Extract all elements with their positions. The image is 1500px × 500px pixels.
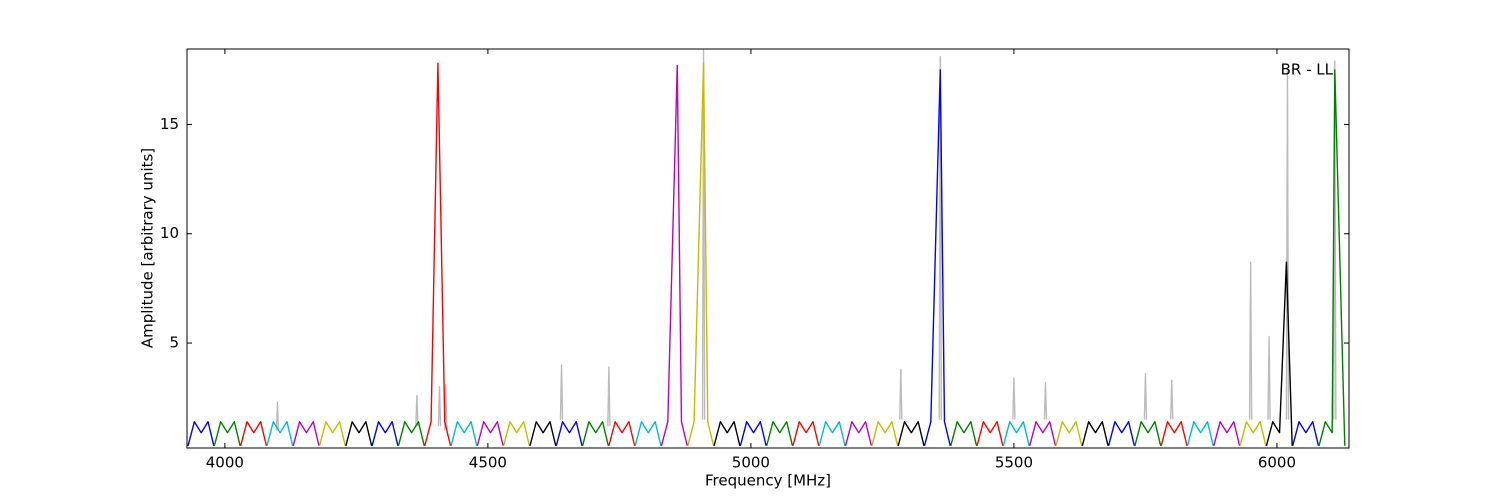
annotation: BR - LL [1281, 61, 1334, 79]
series-line [345, 261, 1293, 446]
series-line [239, 62, 1188, 446]
x-tick-label: 4000 [206, 454, 244, 472]
series-line [187, 69, 1320, 446]
series-line [266, 421, 1214, 446]
axes-frame [186, 48, 1350, 449]
lines [187, 49, 1346, 446]
x-tick-label: 6000 [1258, 454, 1296, 472]
x-axis-label: Frequency [MHz] [705, 472, 831, 490]
x-tick-label: 5000 [732, 454, 770, 472]
y-tick-label: 15 [160, 115, 179, 133]
y-tick-label: 10 [160, 224, 179, 242]
y-tick-label: 5 [169, 334, 179, 352]
series-line [275, 49, 1337, 431]
plot-area [187, 49, 1349, 448]
y-axis-label: Amplitude [arbitrary units] [139, 148, 157, 348]
series-line [213, 69, 1346, 446]
x-tick-label: 5500 [995, 454, 1033, 472]
series-line [292, 64, 1241, 446]
x-tick-label: 4500 [469, 454, 507, 472]
series-line [318, 62, 1267, 446]
